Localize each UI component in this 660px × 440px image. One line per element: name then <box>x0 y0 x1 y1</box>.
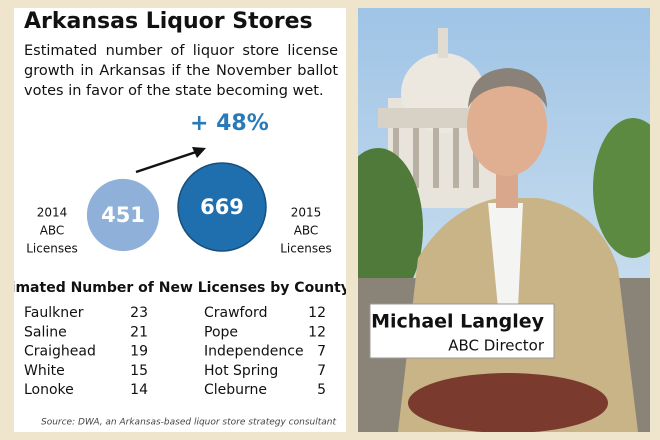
county-name: Independence <box>204 344 304 360</box>
growth-label: + 48% <box>190 111 269 136</box>
photo: Michael Langley ABC Director <box>358 8 650 432</box>
table-title: Estimated Number of New Licenses by Coun… <box>14 280 346 296</box>
county-name: Cleburne <box>204 382 267 398</box>
county-count: 19 <box>130 344 148 360</box>
county-count: 15 <box>130 363 148 379</box>
infographic: Arkansas Liquor Stores + 48% 451 2014 ABC L… <box>14 9 346 428</box>
county-count: 12 <box>308 305 326 321</box>
circle-label: 2014 <box>37 206 68 220</box>
county-count: 21 <box>130 324 148 340</box>
caption-name: Michael Langley <box>371 311 544 333</box>
license-circle <box>177 162 267 252</box>
title: Arkansas Liquor Stores <box>24 9 313 34</box>
circle-label: 2015 <box>291 206 322 220</box>
circle-value: 669 <box>200 195 244 219</box>
county-name: Pope <box>204 324 238 340</box>
circle-value: 451 <box>101 203 145 227</box>
county-name: Hot Spring <box>204 363 278 379</box>
arrow-head <box>192 147 206 158</box>
subtitle: Estimated number of liquor store license… <box>24 43 338 99</box>
circle-label: ABC <box>294 224 319 238</box>
county-count: 7 <box>317 344 326 360</box>
county-name: Faulkner <box>24 305 84 321</box>
arrow-line <box>135 150 197 174</box>
county-count: 14 <box>130 382 148 398</box>
county-name: Crawford <box>204 305 267 321</box>
county-name: Craighead <box>24 344 96 360</box>
county-name: Saline <box>24 324 67 340</box>
county-count: 12 <box>308 324 326 340</box>
infographic-panel: Arkansas Liquor Stores + 48% 451 2014 ABC L… <box>14 8 346 432</box>
county-count: 23 <box>130 305 148 321</box>
license-circle <box>86 178 160 252</box>
county-count: 7 <box>317 363 326 379</box>
circle-label: Licenses <box>26 242 78 256</box>
circles: 451 2014 ABC Licenses 669 2015 ABC Licenses <box>26 162 332 256</box>
source: Source: DWA, an Arkansas-based liquor st… <box>41 418 336 428</box>
caption-role: ABC Director <box>448 337 545 355</box>
circle-label: Licenses <box>280 242 332 256</box>
county-name: Lonoke <box>24 382 74 398</box>
county-name: White <box>24 363 65 379</box>
circle-label: ABC <box>40 224 65 238</box>
caption-box <box>369 303 555 359</box>
county-table: Faulkner 23 Saline 21 Craighead 19 White 15 Lono… <box>24 305 326 398</box>
county-count: 5 <box>317 382 326 398</box>
